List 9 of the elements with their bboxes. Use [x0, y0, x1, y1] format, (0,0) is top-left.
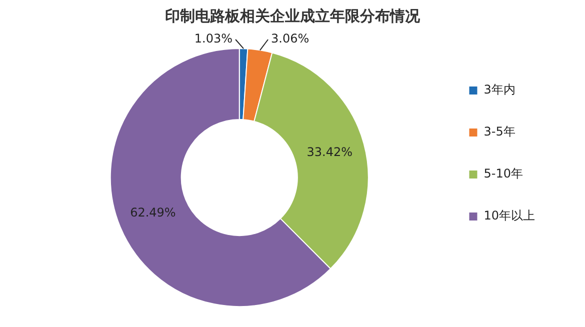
- data-label: 1.03%: [194, 32, 233, 46]
- legend-label: 3年内: [484, 82, 516, 97]
- chart-title: 印制电路板相关企业成立年限分布情况: [165, 6, 421, 25]
- legend-label: 3-5年: [484, 124, 516, 139]
- data-label: 33.42%: [306, 145, 353, 160]
- data-label: 3.06%: [271, 32, 310, 46]
- legend-label: 5-10年: [484, 166, 523, 181]
- data-label: 62.49%: [130, 205, 176, 220]
- legend-label: 10年以上: [484, 208, 536, 223]
